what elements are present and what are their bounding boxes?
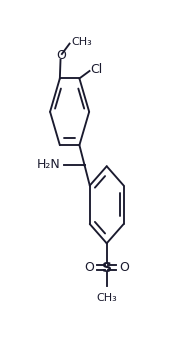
Text: S: S: [102, 261, 112, 275]
Text: CH₃: CH₃: [71, 37, 92, 47]
Text: CH₃: CH₃: [96, 293, 117, 303]
Text: Cl: Cl: [90, 63, 103, 77]
Text: O: O: [84, 261, 94, 274]
Text: O: O: [56, 49, 66, 62]
Text: O: O: [120, 261, 129, 274]
Text: H₂N: H₂N: [37, 158, 61, 171]
